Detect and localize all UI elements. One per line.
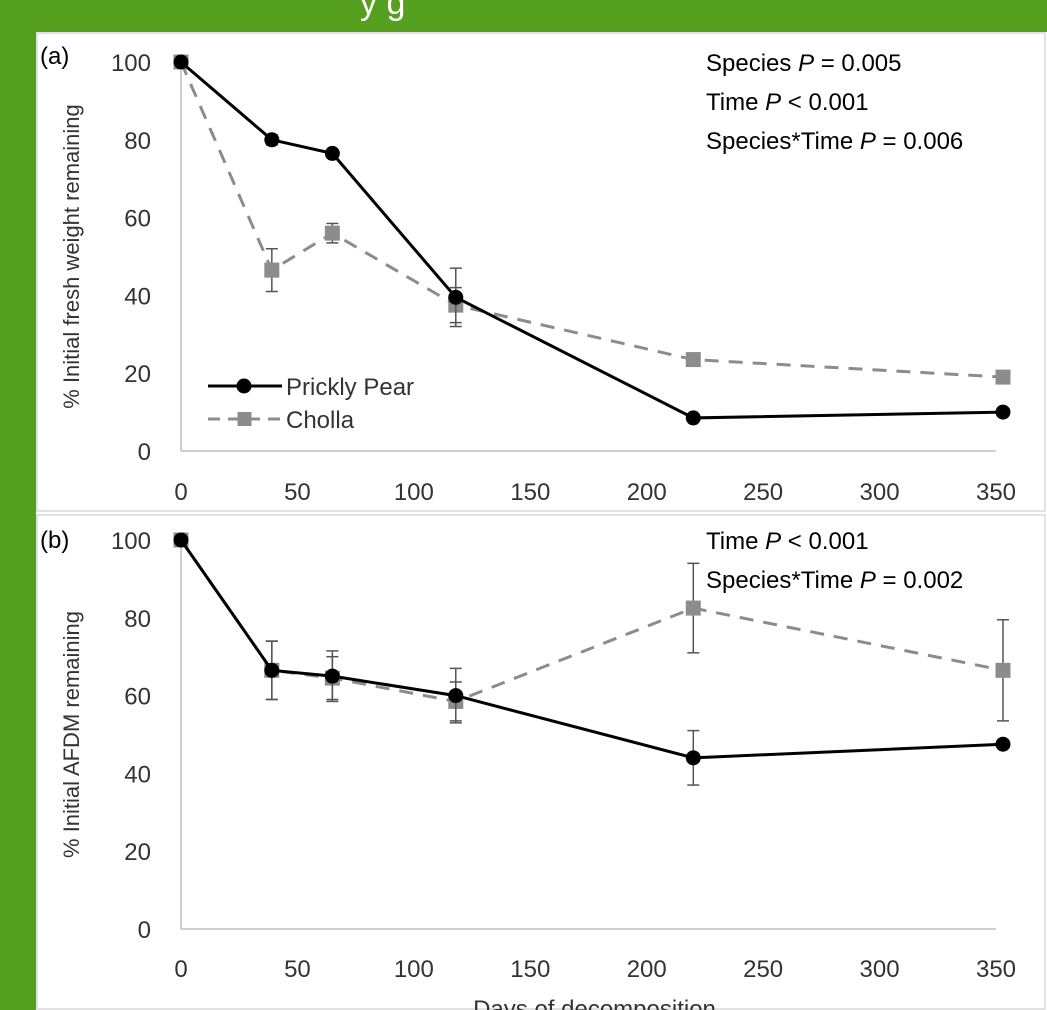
x-tick-label: 150 — [510, 956, 550, 983]
stat-annotation: Time P < 0.001 — [706, 528, 869, 555]
panel-frame — [36, 514, 1046, 1010]
data-point — [324, 145, 340, 161]
y-tick-label: 0 — [138, 439, 151, 466]
data-point — [995, 736, 1011, 752]
data-point — [685, 410, 701, 426]
data-point — [995, 662, 1011, 678]
y-tick-label: 100 — [111, 528, 151, 555]
y-tick-label: 60 — [124, 206, 151, 233]
x-tick-label: 250 — [743, 479, 783, 506]
chart-panel-b: 0 20 40 60 80 100 0 50 100 150 200 250 300 350 % Initi… — [36, 514, 1046, 1010]
x-tick-label: 350 — [976, 956, 1016, 983]
x-tick-label: 250 — [743, 956, 783, 983]
legend-swatch-marker — [236, 378, 252, 394]
legend-entry-label: Cholla — [286, 407, 355, 434]
series-cholla — [173, 532, 1011, 722]
chart-panel-a: 0 20 40 60 80 100 0 50 100 150 200 250 300 350 % Initi… — [36, 32, 1046, 512]
legend: Prickly Pear Cholla — [208, 374, 414, 434]
y-tick-label: 80 — [124, 606, 151, 633]
x-tick-label: 200 — [627, 956, 667, 983]
stat-annotation: Species P = 0.005 — [706, 50, 902, 77]
data-point — [685, 600, 701, 616]
x-tick-label: 350 — [976, 479, 1016, 506]
data-point — [448, 289, 464, 305]
y-axis-label: % Initial AFDM remaining — [59, 611, 84, 858]
stat-annotation: Species*Time P = 0.006 — [706, 128, 963, 155]
data-point — [995, 404, 1011, 420]
y-tick-label: 40 — [124, 283, 151, 310]
y-tick-label: 80 — [124, 128, 151, 155]
header-banner: y g — [0, 0, 1047, 32]
x-tick-label: 300 — [860, 956, 900, 983]
y-tick-label: 20 — [124, 839, 151, 866]
data-point — [324, 668, 340, 684]
panel-label: (a) — [40, 43, 69, 70]
stat-annotation: Species*Time P = 0.002 — [706, 567, 963, 594]
x-tick-label: 0 — [174, 956, 187, 983]
data-point — [995, 369, 1011, 385]
y-tick-label: 60 — [124, 684, 151, 711]
y-tick-label: 0 — [138, 917, 151, 944]
figure-panel: 0 20 40 60 80 100 0 50 100 150 200 250 300 350% Initi… — [36, 32, 1047, 1010]
x-tick-label: 50 — [284, 956, 311, 983]
data-point — [264, 132, 280, 148]
data-point — [173, 532, 189, 548]
x-tick-label: 100 — [394, 479, 434, 506]
series-prickly-pear — [173, 532, 1011, 786]
data-point — [264, 662, 280, 678]
y-tick-label: 20 — [124, 361, 151, 388]
panel-label: (b) — [40, 527, 69, 554]
series-prickly-pear — [173, 54, 1011, 426]
x-tick-label: 0 — [174, 479, 187, 506]
data-point — [685, 352, 701, 368]
x-tick-label: 150 — [510, 479, 550, 506]
y-tick-label: 40 — [124, 761, 151, 788]
data-point — [685, 750, 701, 766]
stat-annotation: Time P < 0.001 — [706, 89, 869, 116]
x-axis-label: Days of decomposition — [473, 996, 716, 1010]
legend-entry-label: Prickly Pear — [286, 374, 414, 401]
x-tick-label: 50 — [284, 479, 311, 506]
series-line — [180, 60, 1004, 420]
series-line — [179, 539, 1004, 703]
y-tick-label: 100 — [111, 50, 151, 77]
data-point — [324, 225, 340, 241]
x-tick-label: 300 — [860, 479, 900, 506]
panel-frame — [36, 32, 1046, 512]
data-point — [448, 688, 464, 704]
x-tick-label: 200 — [627, 479, 667, 506]
series-cholla — [173, 54, 1011, 385]
data-point — [264, 262, 280, 278]
header-title-fragment: y g — [360, 0, 406, 22]
data-point — [173, 54, 189, 70]
series-line — [179, 539, 1004, 760]
y-axis-label: % Initial fresh weight remaining — [59, 104, 84, 408]
legend-swatch-marker — [237, 412, 252, 426]
x-tick-label: 100 — [394, 956, 434, 983]
series-line — [179, 61, 1004, 379]
